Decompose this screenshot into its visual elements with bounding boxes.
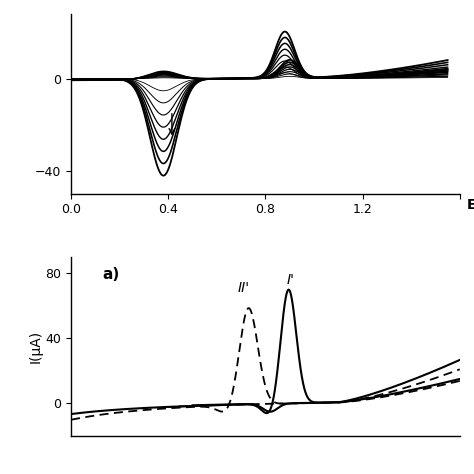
Text: a): a) [102,267,119,283]
Text: II': II' [237,282,250,295]
Text: I': I' [287,273,295,287]
Text: E(V): E(V) [467,198,474,212]
Y-axis label: I(μA): I(μA) [28,330,43,363]
